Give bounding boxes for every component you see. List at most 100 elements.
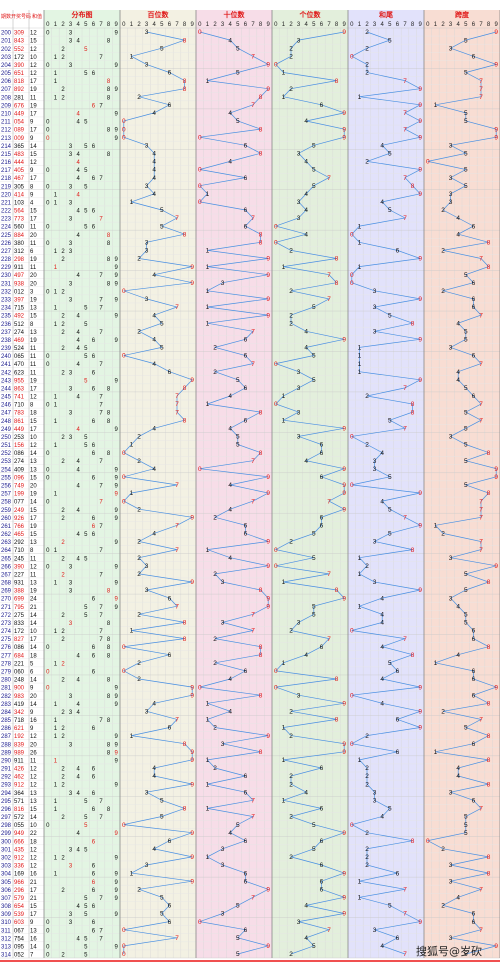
distribution-digit: 1: [54, 661, 58, 667]
distribution-digit: 7: [99, 524, 103, 530]
trend-value: 1: [358, 353, 362, 360]
number-label: 103: [14, 200, 25, 206]
period-label: 241: [1, 362, 12, 368]
trend-value: 9: [266, 62, 270, 69]
trend-value: 1: [206, 757, 210, 764]
period-label: 237: [1, 330, 12, 336]
trend-value: 8: [335, 587, 339, 594]
distribution-digit: 7: [99, 548, 103, 554]
sum-label: 12: [30, 856, 37, 862]
trend-value: 8: [487, 870, 491, 877]
trend-value: 2: [289, 854, 293, 861]
trend-value: 2: [365, 29, 369, 36]
period-label: 203: [1, 55, 12, 61]
distribution-digit: 2: [61, 47, 65, 53]
period-label: 253: [1, 459, 12, 465]
trend-value: 3: [373, 789, 377, 796]
period-label: 251: [1, 443, 12, 449]
trend-value: 1: [130, 628, 134, 635]
trend-value: 6: [472, 353, 476, 360]
section-title: 分布图: [72, 10, 93, 19]
distribution-digit: 7: [99, 298, 103, 304]
trend-value: 9: [190, 878, 194, 885]
trend-value: 7: [479, 361, 483, 368]
distribution-digit: 7: [99, 330, 103, 336]
distribution-digit: 3: [69, 39, 73, 45]
trend-value: 2: [365, 442, 369, 449]
trend-value: 6: [244, 337, 248, 344]
distribution-digit: 9: [115, 880, 119, 886]
trend-value: 6: [472, 692, 476, 699]
trend-value: 7: [479, 86, 483, 93]
trend-value: 2: [365, 62, 369, 69]
distribution-digit: 2: [61, 95, 65, 101]
distribution-digit: 8: [107, 39, 111, 45]
trend-value: 9: [418, 725, 422, 732]
distribution-digit: 5: [84, 556, 88, 562]
period-label: 263: [1, 540, 12, 546]
trend-value: 6: [320, 523, 324, 530]
period-label: 227: [1, 249, 12, 255]
sum-label: 10: [30, 55, 37, 61]
trend-value: 3: [145, 789, 149, 796]
trend-value: 1: [358, 757, 362, 764]
trend-value: 7: [251, 54, 255, 61]
distribution-digit: 6: [92, 103, 96, 109]
trend-value: 3: [297, 385, 301, 392]
distribution-digit: 0: [46, 241, 50, 247]
sum-label: 8: [30, 548, 34, 554]
sum-label: 15: [30, 508, 37, 514]
distribution-digit: 2: [61, 314, 65, 320]
period-label: 240: [1, 354, 12, 360]
number-label: 718: [14, 718, 25, 724]
distribution-digit: 3: [69, 621, 73, 627]
trend-value: 0: [274, 223, 278, 230]
distribution-digit: 9: [115, 750, 119, 756]
digit-header: 3: [449, 22, 453, 28]
distribution-digit: 8: [107, 653, 111, 659]
number-label: 884: [14, 233, 25, 239]
distribution-digit: 2: [61, 516, 65, 522]
distribution-digit: 1: [54, 548, 58, 554]
trend-value: 6: [472, 280, 476, 287]
trend-value: 0: [198, 466, 202, 473]
distribution-digit: 1: [54, 758, 58, 764]
trend-value: 4: [228, 506, 232, 513]
number-label: 754: [14, 936, 25, 942]
trend-value: 5: [464, 814, 468, 821]
trend-value: 9: [342, 110, 346, 117]
trend-value: 0: [350, 434, 354, 441]
digit-header: 2: [365, 22, 369, 28]
trend-value: 4: [152, 110, 156, 117]
trend-value: 5: [312, 612, 316, 619]
digit-header: 0: [198, 22, 202, 28]
trend-value: 4: [304, 207, 308, 214]
number-label: 296: [14, 888, 25, 894]
digit-header: 1: [358, 22, 362, 28]
trend-value: 5: [388, 660, 392, 667]
period-label: 302: [1, 856, 12, 862]
period-label: 250: [1, 435, 12, 441]
period-label: 229: [1, 265, 12, 271]
trend-value: 0: [198, 167, 202, 174]
number-label: 096: [14, 475, 25, 481]
distribution-digit: 8: [107, 718, 111, 724]
distribution-digit: 2: [61, 661, 65, 667]
trend-value: 1: [130, 870, 134, 877]
period-label: 254: [1, 467, 12, 473]
trend-value: 6: [244, 523, 248, 530]
trend-value: 0: [122, 943, 126, 950]
period-label: 231: [1, 281, 12, 287]
trend-value: 3: [449, 595, 453, 602]
period-label: 255: [1, 475, 12, 481]
distribution-digit: 6: [92, 516, 96, 522]
trend-value: 1: [130, 199, 134, 206]
distribution-digit: 9: [115, 597, 119, 603]
sum-label: 17: [30, 217, 37, 223]
distribution-digit: 5: [84, 354, 88, 360]
trend-value: 7: [175, 523, 179, 530]
distribution-digit: 9: [115, 581, 119, 587]
period-label: 239: [1, 346, 12, 352]
distribution-digit: 5: [84, 953, 88, 959]
period-label: 209: [1, 103, 12, 109]
